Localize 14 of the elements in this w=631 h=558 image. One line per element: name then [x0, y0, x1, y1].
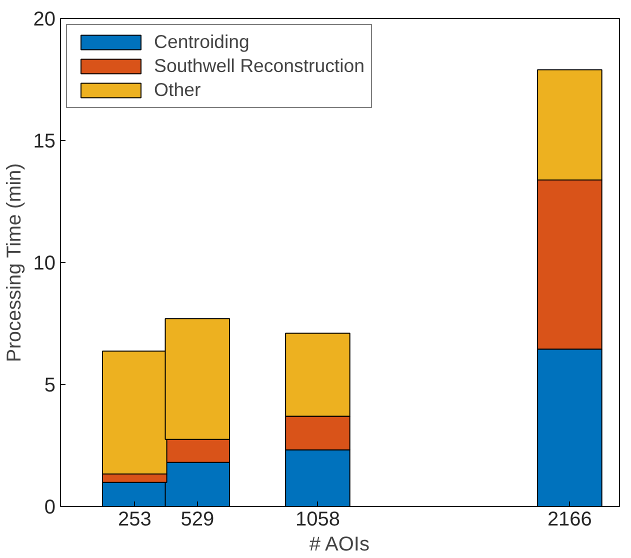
- x-tick-label: 529: [180, 508, 214, 530]
- x-tick-label: 1058: [295, 508, 340, 530]
- legend-label: Southwell Reconstruction: [154, 55, 365, 77]
- x-tick-label: 2166: [547, 508, 592, 530]
- legend-label: Other: [154, 79, 201, 101]
- x-tick-label: 253: [118, 508, 152, 530]
- y-tick-label: 15: [33, 130, 56, 152]
- y-tick-label: 5: [44, 374, 56, 396]
- x-axis-title: # AOIs: [309, 534, 370, 556]
- y-tick-label: 0: [44, 496, 56, 518]
- y-tick-label: 20: [33, 8, 56, 30]
- y-axis-title: Processing Time (min): [3, 163, 26, 362]
- legend-label: Centroiding: [154, 31, 250, 53]
- y-tick-label: 10: [33, 252, 56, 274]
